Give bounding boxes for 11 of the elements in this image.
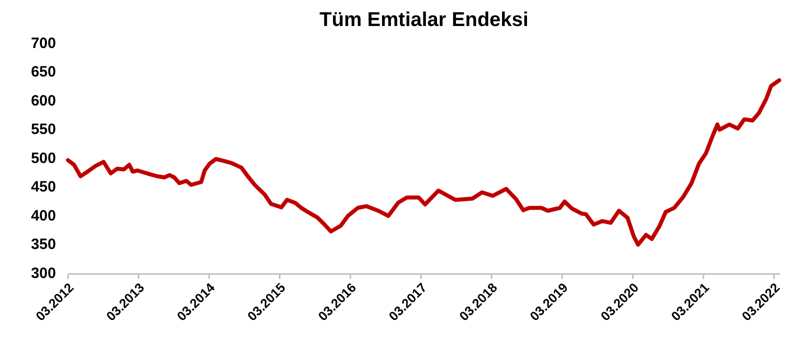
y-tick-label: 600 — [30, 92, 56, 110]
chart-title: Tüm Emtialar Endeksi — [320, 9, 528, 31]
y-tick-label: 500 — [30, 150, 56, 167]
line-series — [66, 78, 782, 247]
y-tick-label: 700 — [30, 34, 56, 52]
y-tick-label: 400 — [30, 207, 56, 224]
y-tick-label: 450 — [30, 178, 56, 196]
y-tick-label: 350 — [30, 236, 56, 254]
y-tick-label: 300 — [30, 264, 56, 282]
y-tick-label: 550 — [30, 121, 56, 138]
y-tick-label: 650 — [30, 64, 56, 81]
